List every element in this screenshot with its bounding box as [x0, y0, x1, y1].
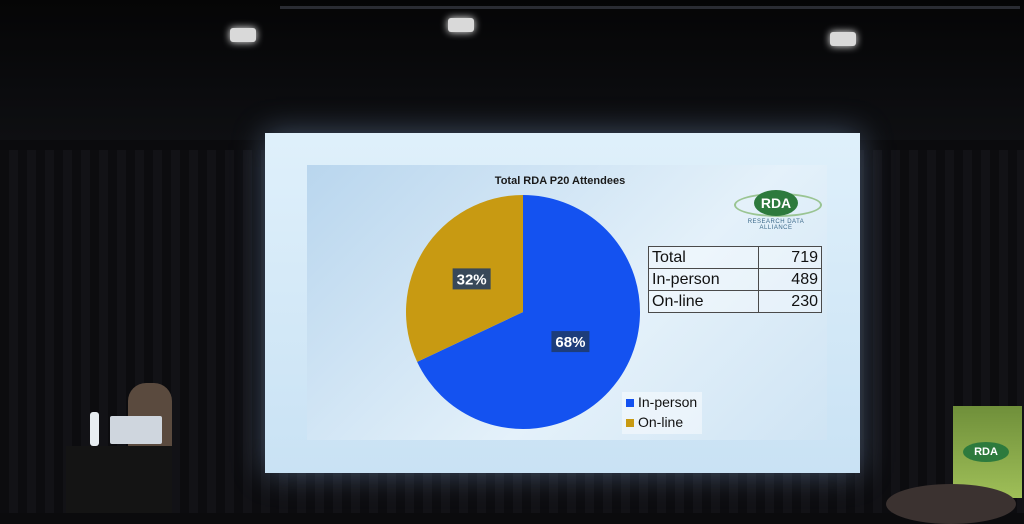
banner-logo: RDA	[963, 442, 1009, 462]
laptop	[110, 416, 162, 444]
legend-item-on-line: On-line	[622, 412, 702, 432]
table-cell-label: On-line	[648, 290, 759, 313]
pie-slice-in-person	[417, 195, 640, 429]
chart-legend: In-person On-line	[622, 392, 702, 434]
table-cell-label: Total	[648, 246, 759, 269]
table-cell-value: 489	[758, 268, 822, 291]
attendee-table: Total 719 In-person 489 On-line 230	[648, 246, 822, 313]
stage-light	[230, 28, 256, 42]
stage-light	[830, 32, 856, 46]
rda-logo: RDA RESEARCH DATA ALLIANCE	[734, 185, 822, 231]
stage-light	[448, 18, 474, 32]
legend-item-in-person: In-person	[622, 392, 702, 412]
logo-subtitle: RESEARCH DATA ALLIANCE	[747, 219, 805, 231]
podium	[66, 446, 172, 513]
table-cell-value: 719	[758, 246, 822, 269]
legend-label: On-line	[638, 414, 684, 430]
truss-bar	[280, 6, 1020, 9]
data-label-bg	[452, 268, 491, 290]
table-row: Total 719	[648, 246, 822, 269]
legend-swatch	[626, 399, 634, 407]
data-label: 32%	[457, 271, 487, 288]
chart-title: Total RDA P20 Attendees	[494, 175, 626, 187]
pie-chart: 68% 32%	[406, 195, 640, 429]
table-cell-value: 230	[758, 290, 822, 313]
data-label-bg	[551, 331, 590, 353]
table-row: In-person 489	[648, 268, 822, 291]
legend-label: In-person	[638, 394, 698, 410]
table-row: On-line 230	[648, 290, 822, 313]
water-bottle	[90, 412, 99, 446]
table-cell-label: In-person	[648, 268, 759, 291]
legend-swatch	[626, 419, 634, 427]
logo-badge: RDA	[754, 190, 798, 216]
audience-head	[886, 484, 1016, 524]
data-label: 68%	[555, 334, 585, 351]
ceiling	[0, 0, 1024, 140]
